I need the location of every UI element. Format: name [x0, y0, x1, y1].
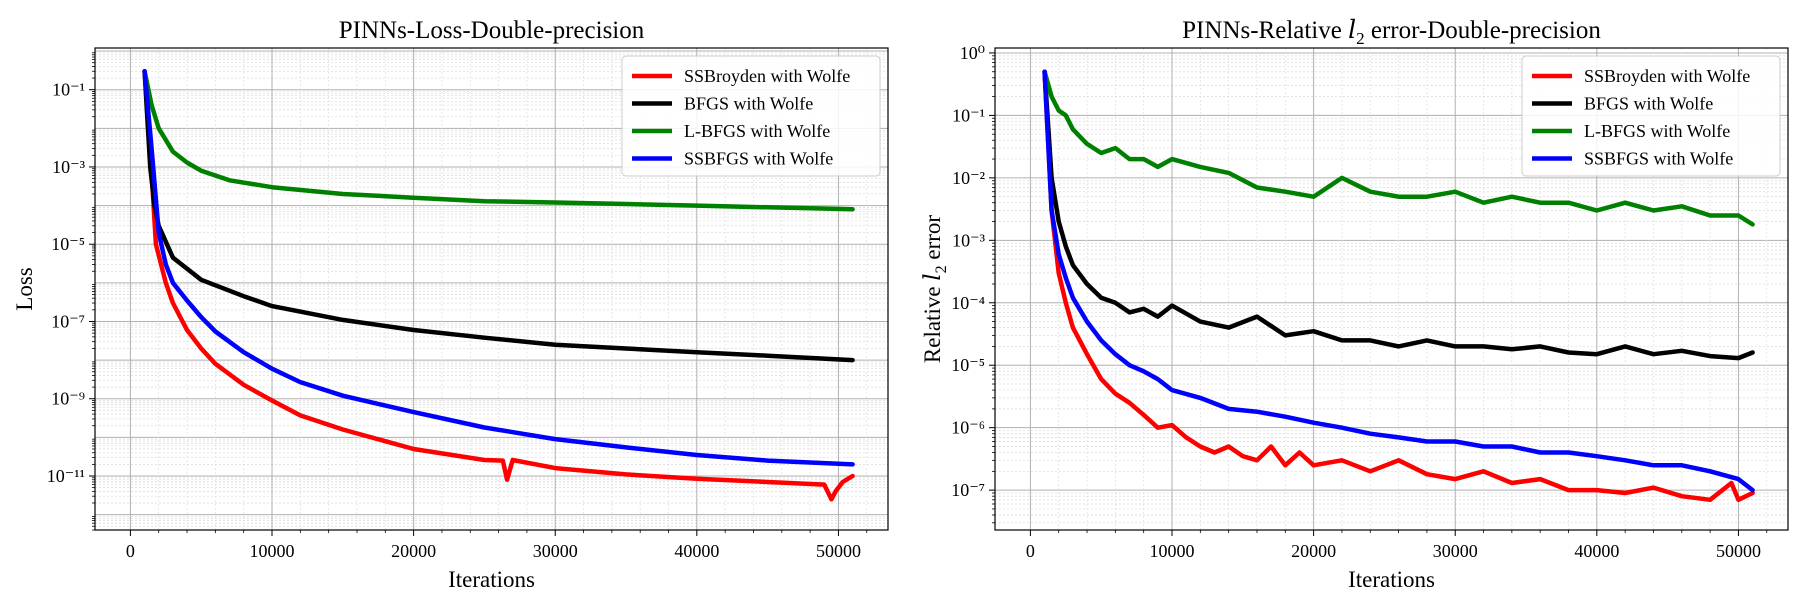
chart-2: 0 10000 20000 30000 40000 50000 10⁻⁷ 10⁻⁶ 10⁻⁵ 10…	[920, 15, 1789, 592]
chart-1-legend-label-2: BFGS with Wolfe	[684, 94, 813, 114]
chart-2-x-tick-label: 10000	[1150, 541, 1195, 561]
chart-1-x-tick-label: 30000	[533, 541, 578, 561]
chart-2-y-tick-label: 10⁻⁴	[951, 293, 985, 313]
chart-2-y-tick-label: 10⁻⁷	[951, 480, 985, 500]
chart-1-x-axis-label: Iterations	[448, 567, 535, 592]
chart-2-legend-label-1: SSBroyden with Wolfe	[1584, 66, 1750, 86]
chart-2-y-tick-label: 10⁻⁵	[951, 355, 985, 375]
chart-2-y-axis-label: Relative l2 error	[920, 215, 950, 364]
chart-1-legend-label-1: SSBroyden with Wolfe	[684, 66, 850, 86]
chart-1-y-tick-label: 10⁻³	[52, 157, 86, 177]
chart-1-x-tick-label: 20000	[391, 541, 436, 561]
chart-2-series-line-3	[1042, 69, 1755, 227]
chart-2-x-tick-label: 20000	[1291, 541, 1336, 561]
chart-1-x-tick-label: 10000	[250, 541, 295, 561]
chart-2-series-line-4	[1042, 69, 1755, 493]
chart-2-x-axis-label: Iterations	[1348, 567, 1435, 592]
chart-2-title: PINNs-Relative l2 error-Double-precision	[1182, 15, 1601, 48]
chart-1-x-tick-label: 0	[126, 541, 135, 561]
chart-1-y-tick-label: 10⁻⁵	[51, 234, 85, 254]
chart-2-legend-label-2: BFGS with Wolfe	[1584, 94, 1713, 114]
chart-1-y-tick-label: 10⁻¹	[52, 80, 85, 100]
chart-2-legend-label-3: L-BFGS with Wolfe	[1584, 121, 1730, 141]
chart-1-y-tick-label: 10⁻⁹	[51, 389, 85, 409]
chart-2-series-line-1	[1042, 69, 1755, 503]
chart-1-series-group	[142, 69, 855, 502]
chart-1-legend-box	[621, 55, 881, 177]
chart-2-legend: SSBroyden with Wolfe BFGS with Wolfe L-BFG…	[1521, 55, 1781, 177]
chart-2-x-tick-label: 0	[1026, 541, 1035, 561]
chart-1-series-line-4	[142, 69, 855, 467]
chart-2-y-tick-label: 10⁻³	[952, 230, 986, 250]
chart-1-grid	[95, 48, 888, 531]
chart-1-y-tick-label: 10⁻¹¹	[47, 466, 85, 486]
chart-1-title: PINNs-Loss-Double-precision	[339, 17, 645, 44]
chart-1-x-tick-label: 50000	[816, 541, 861, 561]
chart-1-legend-label-4: SSBFGS with Wolfe	[684, 149, 833, 169]
chart-2-legend-label-4: SSBFGS with Wolfe	[1584, 149, 1733, 169]
chart-2-x-tick-label: 40000	[1574, 541, 1619, 561]
chart-2-y-tick-label: 10⁰	[960, 43, 985, 63]
chart-2-series-line-2	[1042, 69, 1755, 361]
chart-2-y-tick-label: 10⁻¹	[952, 105, 985, 125]
chart-2-series-group	[1042, 69, 1755, 503]
chart-1-series-line-1	[142, 69, 855, 502]
chart-1-legend-label-3: L-BFGS with Wolfe	[684, 121, 830, 141]
chart-2-y-tick-label: 10⁻²	[952, 168, 985, 188]
chart-1-x-tick-label: 40000	[674, 541, 719, 561]
chart-2-frame	[994, 47, 1789, 531]
chart-2-x-tick-label: 30000	[1433, 541, 1478, 561]
chart-1: 0 10000 20000 30000 40000 50000 10⁻¹¹ 10⁻⁹ 10⁻⁷ 1…	[12, 17, 889, 592]
chart-1-series-line-3	[142, 69, 855, 212]
chart-2-legend-box	[1521, 55, 1781, 177]
chart-1-y-tick-label: 10⁻⁷	[51, 311, 85, 331]
chart-2-y-tick-label: 10⁻⁶	[951, 418, 985, 438]
chart-1-y-axis-label: Loss	[12, 267, 37, 311]
chart-2-x-tick-label: 50000	[1716, 541, 1761, 561]
chart-2-grid	[995, 48, 1788, 530]
chart-1-legend: SSBroyden with Wolfe BFGS with Wolfe L-BFG…	[621, 55, 881, 177]
